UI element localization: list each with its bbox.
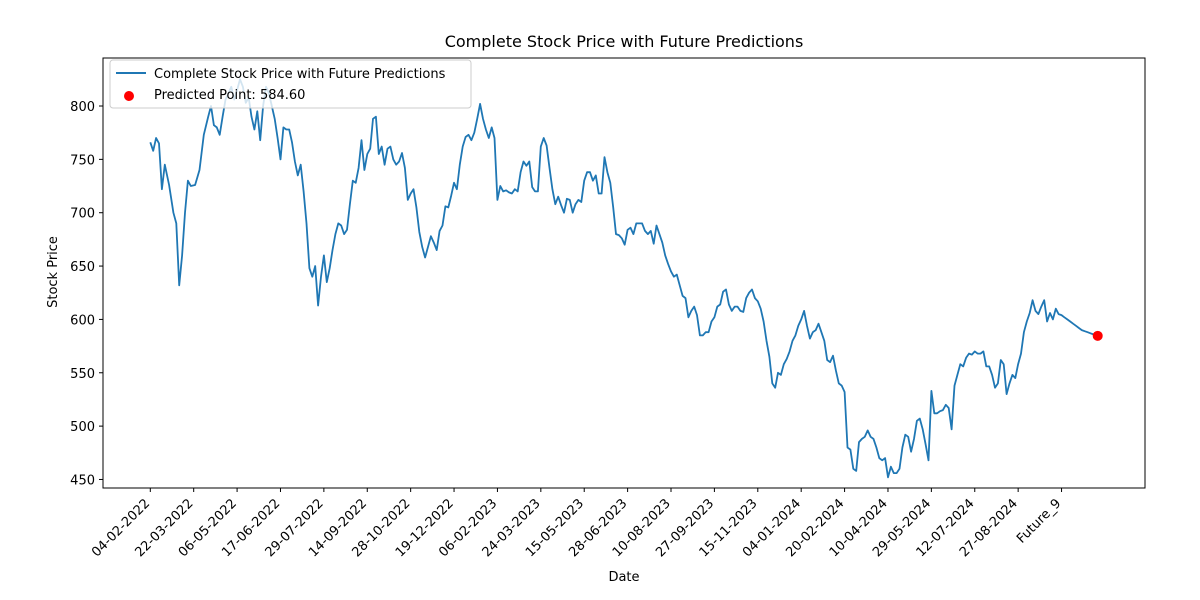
- x-tick-label: Future_9: [1014, 496, 1064, 546]
- y-tick-label: 600: [70, 313, 95, 328]
- y-tick-label: 450: [70, 473, 95, 488]
- y-axis-label: Stock Price: [46, 236, 61, 308]
- legend-line-label: Complete Stock Price with Future Predict…: [154, 67, 446, 82]
- series-line: [149, 78, 1098, 479]
- y-tick-label: 700: [70, 207, 95, 222]
- plot-area: 45050055060065070075080004-02-202222-03-…: [70, 57, 1146, 560]
- legend: Complete Stock Price with Future Predict…: [109, 59, 472, 109]
- axes-frame: [102, 57, 1146, 489]
- predicted-point-marker: [1092, 330, 1103, 341]
- y-tick-label: 650: [70, 260, 95, 275]
- chart-title: Complete Stock Price with Future Predict…: [445, 32, 804, 51]
- y-tick-label: 800: [70, 100, 95, 115]
- y-tick-label: 500: [70, 420, 95, 435]
- legend-point-swatch: [124, 91, 134, 101]
- y-tick-label: 550: [70, 367, 95, 382]
- x-axis-label: Date: [608, 570, 639, 585]
- legend-frame: [109, 59, 472, 109]
- y-tick-label: 750: [70, 153, 95, 168]
- legend-point-label: Predicted Point: 584.60: [154, 88, 305, 103]
